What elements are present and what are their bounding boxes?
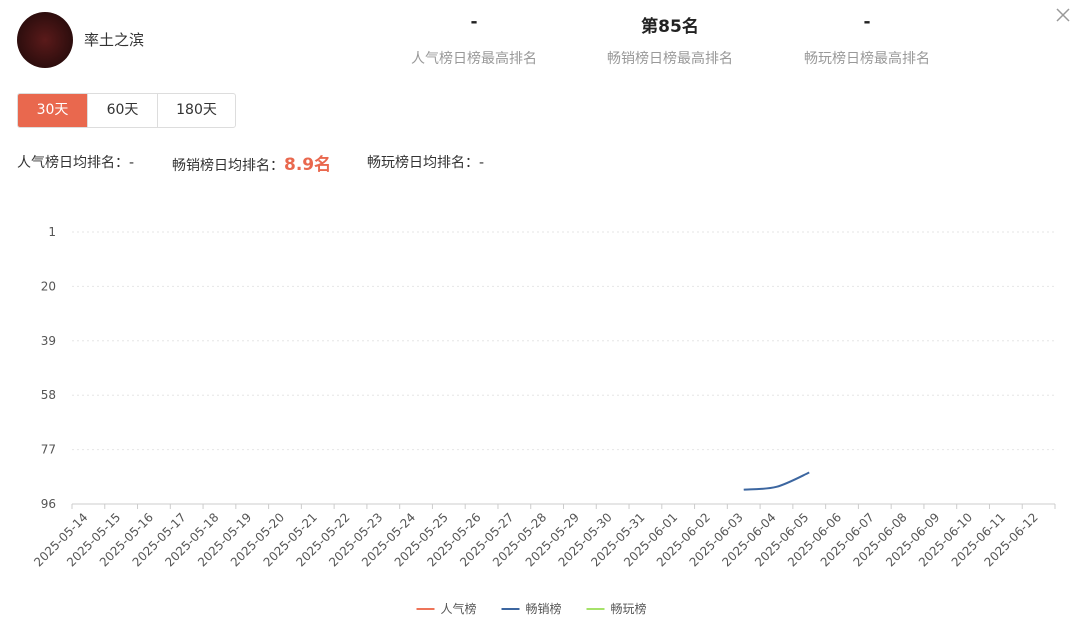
summary: 人气榜日均排名：- (17, 152, 134, 172)
y-tick-label: 58 (41, 388, 56, 402)
summary-value: - (479, 155, 485, 171)
tab[interactable]: 180天 (176, 102, 217, 118)
stat: 第85名畅销榜日榜最高排名 (570, 12, 770, 68)
stat-label: 畅玩榜日榜最高排名 (804, 51, 930, 67)
stat: - 人气榜日榜最高排名 (374, 12, 574, 68)
summary-value: 8.9名 (284, 155, 332, 175)
stat-value: 第85名 (641, 17, 699, 37)
y-tick-label: 39 (41, 334, 56, 348)
stat: - 畅玩榜日榜最高排名 (767, 12, 967, 68)
y-tick-label: 77 (41, 443, 56, 457)
y-tick-label: 1 (48, 225, 56, 239)
legend-label: 人气榜 (441, 601, 477, 616)
summary: 畅玩榜日均排名：- (367, 152, 484, 172)
legend-label: 畅玩榜 (611, 601, 647, 616)
stat-value: - (470, 12, 478, 32)
legend-label: 畅销榜 (526, 601, 562, 616)
summary-value: - (129, 155, 135, 171)
summary-label: 畅销榜日均排名： (172, 158, 284, 174)
series-line (743, 471, 810, 491)
y-tick-label: 20 (41, 279, 56, 293)
y-tick-label: 96 (41, 497, 56, 511)
summary-label: 人气榜日均排名： (17, 155, 129, 171)
summary-label: 畅玩榜日均排名： (367, 155, 479, 171)
tabs: 30天 60天 180天 (17, 93, 236, 128)
stat-value: - (863, 12, 871, 32)
stat-label: 人气榜日榜最高排名 (411, 51, 537, 67)
app-name: 率土之滨 (84, 31, 145, 49)
tab[interactable]: 30天 (18, 94, 88, 127)
stat-label: 畅销榜日榜最高排名 (607, 51, 733, 67)
tab[interactable]: 60天 (88, 94, 158, 127)
app-icon (17, 12, 73, 68)
close-button[interactable] (1054, 6, 1072, 24)
summary: 畅销榜日均排名：8.9名 (172, 150, 331, 175)
